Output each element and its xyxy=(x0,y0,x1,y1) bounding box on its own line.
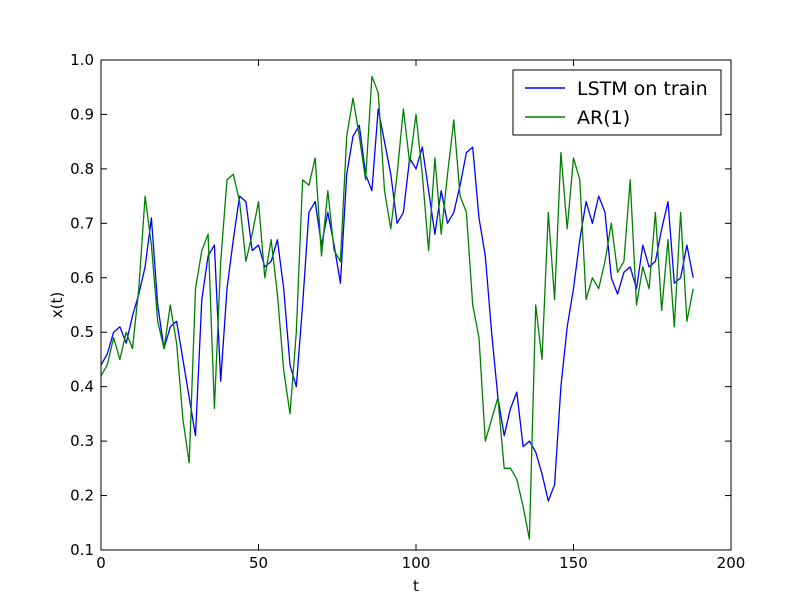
y-tick-label: 0.1 xyxy=(70,541,94,559)
series-line-ar1 xyxy=(100,75,694,540)
y-tick-label: 0.9 xyxy=(70,105,94,123)
y-tick-label: 0.5 xyxy=(70,323,94,341)
y-tick-label: 1.0 xyxy=(70,51,94,69)
legend-label-lstm: LSTM on train xyxy=(577,78,708,100)
ticks-layer: 0 50 100 150 200 0.1 0.2 0.3 0.4 0.5 0.6 0.7 0.8 0.9 1… xyxy=(70,51,745,572)
y-tick-label: 0.2 xyxy=(70,487,94,505)
series-layer xyxy=(100,75,694,540)
x-tick-label: 150 xyxy=(559,554,588,572)
y-tick-label: 0.4 xyxy=(70,378,94,396)
legend-label-ar1: AR(1) xyxy=(577,107,630,129)
x-tick-label: 200 xyxy=(717,554,746,572)
legend: LSTM on train AR(1) xyxy=(512,69,722,136)
y-tick-label: 0.8 xyxy=(70,160,94,178)
x-tick-label: 0 xyxy=(96,554,106,572)
x-tick-label: 100 xyxy=(402,554,431,572)
x-axis-label: t xyxy=(413,577,419,595)
y-tick-label: 0.7 xyxy=(70,214,94,232)
plot-area xyxy=(101,60,731,550)
y-tick-label: 0.6 xyxy=(70,269,94,287)
y-tick-label: 0.3 xyxy=(70,432,94,450)
legend-box xyxy=(512,69,722,136)
series-line-lstm xyxy=(100,108,694,502)
x-tick-label: 50 xyxy=(249,554,268,572)
y-axis-label: x(t) xyxy=(48,292,66,318)
